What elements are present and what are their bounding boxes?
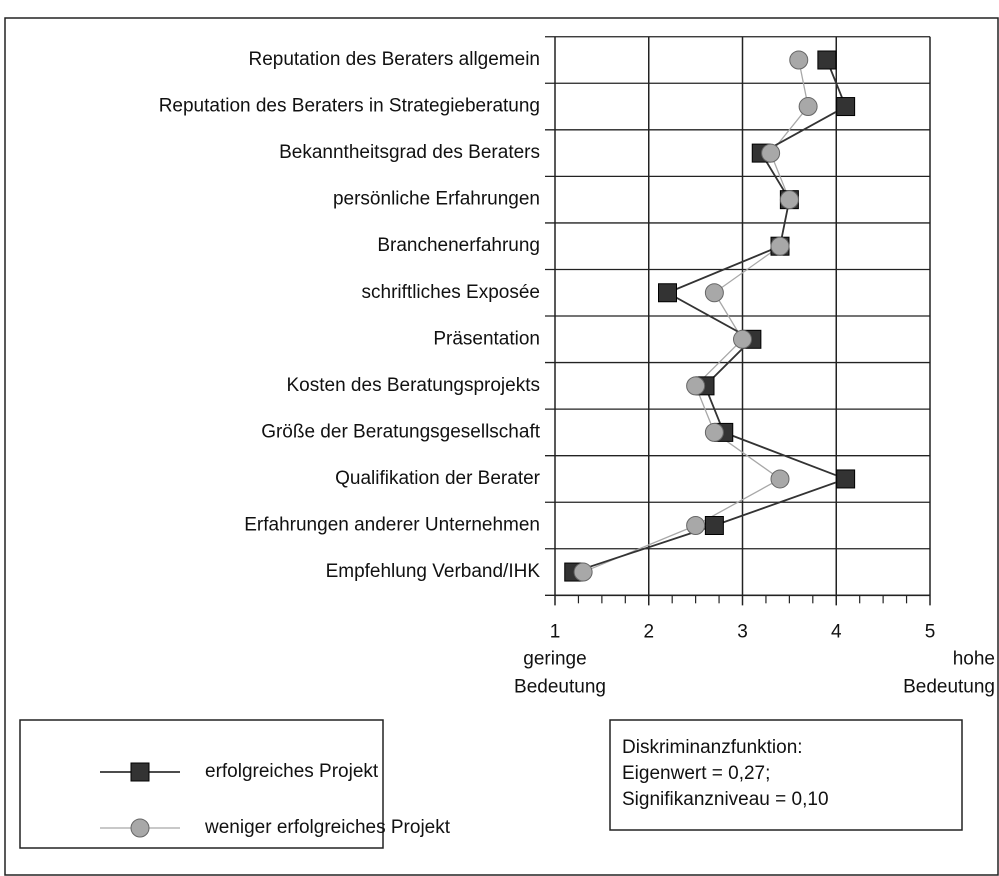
y-tick-label: Erfahrungen anderer Unternehmen — [244, 515, 540, 536]
legend-label: weniger erfolgreiches Projekt — [204, 817, 451, 838]
annotation-box — [609, 719, 963, 831]
x-tick-label: 1 — [550, 621, 561, 642]
marker — [704, 283, 724, 303]
legend-label: erfolgreiches Projekt — [205, 761, 379, 782]
marker — [817, 50, 837, 70]
y-tick-label: Empfehlung Verband/IHK — [326, 561, 541, 582]
frame — [4, 17, 999, 876]
marker — [733, 329, 752, 349]
y-tick-label: Größe der Beratungsgesellschaft — [261, 421, 541, 442]
marker — [779, 190, 799, 210]
x-tick-label: 3 — [737, 621, 748, 642]
legend-box — [19, 719, 384, 849]
marker — [798, 97, 818, 117]
annotation: Signifikanzniveau = 0,10 — [622, 789, 829, 810]
marker — [686, 516, 706, 535]
marker — [573, 562, 593, 582]
marker — [789, 50, 809, 70]
legend-marker — [130, 818, 150, 838]
x-tick-label: 2 — [643, 621, 654, 642]
x-tick-label: 5 — [925, 621, 936, 642]
marker — [686, 376, 706, 396]
axis-annotation: geringe — [523, 648, 586, 669]
marker — [658, 283, 677, 303]
marker — [704, 422, 724, 442]
axis-annotation: hohe — [953, 648, 995, 669]
marker — [836, 469, 856, 489]
marker — [704, 516, 724, 535]
axis-annotation: Bedeutung — [514, 676, 606, 697]
y-tick-label: Kosten des Beratungsprojekts — [287, 375, 541, 396]
marker — [770, 469, 790, 489]
annotation: Eigenwert = 0,27; — [622, 763, 770, 784]
y-tick-label: Reputation des Beraters in Strategiebera… — [159, 96, 540, 117]
marker — [836, 97, 856, 117]
y-tick-label: Präsentation — [433, 328, 540, 349]
y-tick-label: Reputation des Beraters allgemein — [248, 49, 540, 70]
axis-annotation: Bedeutung — [903, 676, 995, 697]
y-tick-label: persönliche Erfahrungen — [333, 189, 540, 210]
x-tick-label: 4 — [831, 621, 842, 642]
legend-marker — [130, 762, 150, 782]
y-tick-label: Bekanntheitsgrad des Beraters — [279, 142, 540, 163]
marker — [761, 143, 781, 163]
annotation: Diskriminanzfunktion: — [622, 737, 803, 758]
y-tick-label: Branchenerfahrung — [377, 235, 540, 256]
marker — [770, 236, 790, 256]
y-tick-label: schriftliches Exposée — [362, 282, 540, 303]
y-tick-label: Qualifikation der Berater — [335, 468, 541, 489]
